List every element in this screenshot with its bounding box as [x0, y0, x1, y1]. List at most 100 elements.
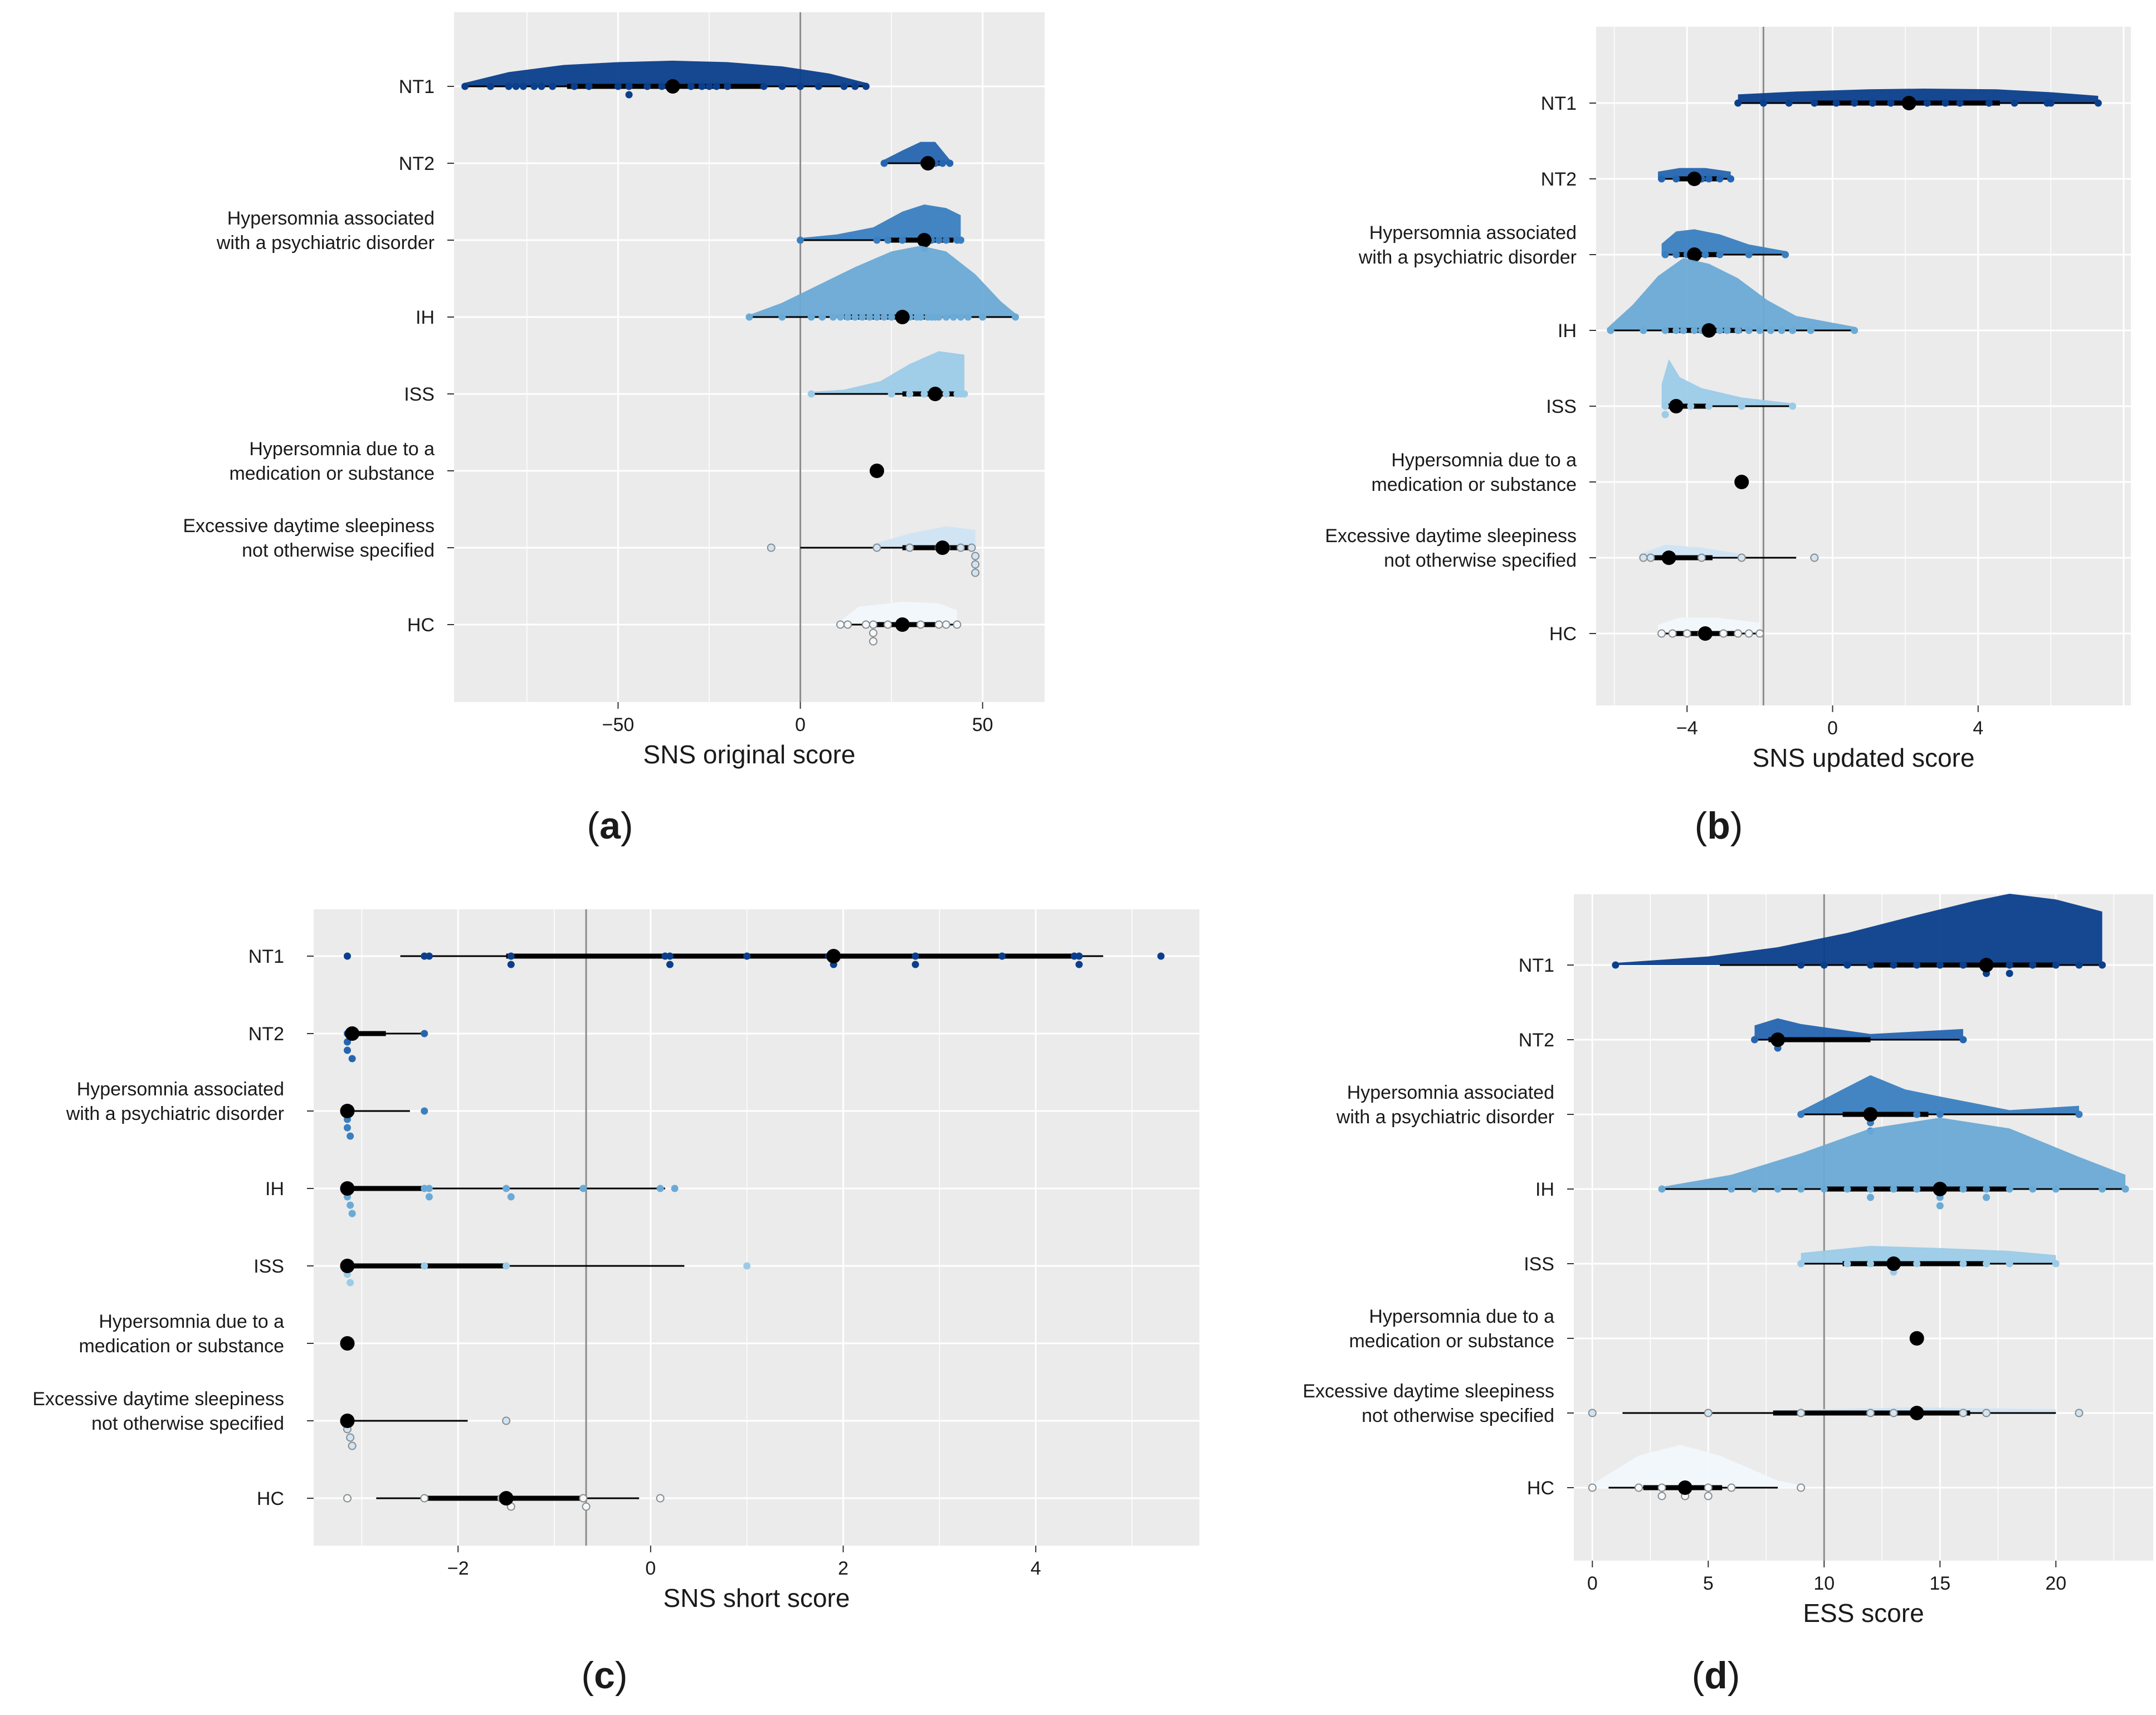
panel-a-x-axis-label: SNS original score — [643, 740, 856, 769]
panel-b-data-point — [1738, 402, 1745, 410]
panel-c-data-point — [1075, 952, 1083, 960]
panel-d-data-point — [2075, 1110, 2083, 1118]
panel-a-data-point — [1012, 313, 1020, 321]
panel-b-data-point — [1887, 99, 1895, 107]
panel-a-data-point — [698, 82, 706, 90]
panel-b-data-point — [1734, 629, 1743, 638]
panel-b-data-point — [1701, 251, 1709, 259]
panel-b-category-label: with a psychiatric disorder — [1358, 247, 1577, 268]
panel-d-x-axis-label: ESS score — [1803, 1599, 1924, 1628]
panel-a-data-point — [836, 620, 845, 629]
panel-b-data-point — [1705, 175, 1713, 183]
panel-c-data-point — [347, 1132, 354, 1140]
panel-c-category-label: with a psychiatric disorder — [66, 1103, 284, 1124]
panel-d-data-point — [1982, 1185, 1990, 1193]
panel-d-data-point — [1843, 961, 1851, 969]
panel-d-x-tick-label: 0 — [1587, 1573, 1598, 1594]
panel-d-data-point — [1797, 1185, 1805, 1193]
panel-c-median-point-nt1 — [826, 949, 841, 963]
panel-c-series-nt2 — [343, 1026, 428, 1063]
panel-b-category-label: NT2 — [1541, 169, 1577, 190]
panel-c-caption: (c) — [581, 1654, 627, 1697]
panel-b-data-point — [1923, 99, 1931, 107]
panel-a-data-point — [461, 82, 469, 90]
panel-d-data-point — [1913, 1185, 1921, 1193]
panel-d-data-point — [1843, 1185, 1851, 1193]
panel-a-data-point — [778, 313, 786, 321]
panel-d-series-hypersomnia-associated-with-a-psychiatric-disorder — [1797, 1075, 2083, 1135]
panel-a-data-point — [884, 620, 892, 629]
panel-c-data-point — [343, 1124, 351, 1132]
panel-b-x-tick-label: 0 — [1827, 718, 1838, 739]
panel-b-data-point — [1661, 251, 1669, 259]
panel-b-series-nt2 — [1658, 168, 1735, 186]
panel-d-data-point — [2121, 1185, 2129, 1193]
panel-d-data-point — [2006, 1260, 2013, 1268]
panel-d-data-point — [1959, 1260, 1967, 1268]
panel-d-median-point-nt1 — [1979, 958, 1994, 972]
panel-c-data-point — [743, 1262, 751, 1270]
panel-a-median-point-hc — [895, 617, 910, 632]
panel-a-data-point — [946, 159, 954, 167]
panel-d-category-label: with a psychiatric disorder — [1336, 1107, 1554, 1128]
panel-a-density-ih — [749, 246, 1016, 317]
panel-b-median-point-nt1 — [1901, 96, 1916, 110]
panel-a-data-point — [851, 82, 859, 90]
panel-d-category-label: not otherwise specified — [1362, 1405, 1554, 1426]
panel-a-data-point — [957, 313, 965, 321]
panel-d-data-point — [1658, 1185, 1666, 1193]
panel-a-data-point — [807, 313, 815, 321]
panel-c-series-excessive-daytime-sleepiness-not-otherwise-specified — [340, 1414, 511, 1450]
panel-a-data-point — [843, 620, 852, 629]
panel-a-density-hc — [840, 602, 957, 625]
panel-c-median-point-iss — [340, 1259, 355, 1273]
panel-c-data-point — [348, 1055, 356, 1063]
panel-d-density-nt2 — [1754, 1018, 1963, 1040]
panel-d-category-label: HC — [1527, 1478, 1554, 1499]
panel-b-data-point — [1657, 629, 1666, 638]
panel-c-series-nt1 — [343, 949, 1165, 968]
panel-a-data-point — [760, 82, 768, 90]
panel-a-data-point — [840, 82, 848, 90]
panel-b-data-point — [1778, 327, 1786, 334]
panel-b-data-point — [1756, 327, 1764, 334]
panel-a-data-point — [887, 390, 895, 398]
panel-b-data-point — [1672, 175, 1680, 183]
panel-a-density-nt1 — [465, 60, 866, 86]
panel-a-data-point — [979, 313, 987, 321]
panel-b-data-point — [1832, 99, 1840, 107]
panel-b-plot-background — [1596, 27, 2131, 705]
panel-d-data-point — [1866, 1260, 1874, 1268]
panel-a-data-point — [869, 620, 877, 629]
panel-b-category-label: medication or substance — [1371, 474, 1577, 495]
panel-c-data-point — [503, 1185, 510, 1192]
panel-d-median-point-excessive-daytime-sleepiness-not-otherwise-specified — [1909, 1406, 1924, 1420]
panel-b-data-point — [1682, 629, 1691, 638]
panel-b-data-point — [1697, 553, 1706, 562]
panel-b-category-label: Hypersomnia associated — [1369, 222, 1577, 243]
panel-c-data-point — [343, 1494, 352, 1503]
panel-d-data-point — [1866, 961, 1874, 969]
panel-d-data-point — [1913, 1110, 1921, 1118]
panel-d-data-point — [2098, 1185, 2106, 1193]
panel-c-series-hypersomnia-due-to-a-medication-or-substance — [340, 1336, 355, 1351]
panel-d-data-point — [1820, 961, 1828, 969]
panel-a-data-point — [505, 82, 513, 90]
panel-a-data-point — [873, 313, 881, 321]
panel-d-category-label: Hypersomnia due to a — [1369, 1306, 1554, 1327]
panel-d-data-point — [1843, 1260, 1851, 1268]
panel-a-data-point — [538, 82, 545, 90]
panel-a-median-point-ih — [895, 310, 910, 324]
panel-c-data-point — [911, 952, 919, 960]
panel-c-data-point — [507, 952, 515, 960]
panel-b-data-point — [1869, 99, 1876, 107]
panel-a-data-point — [887, 313, 895, 321]
panel-b-data-point — [1789, 402, 1797, 410]
panel-a-data-point — [866, 313, 874, 321]
panel-a-series-hypersomnia-due-to-a-medication-or-substance — [870, 464, 885, 478]
panel-b-category-label: Excessive daytime sleepiness — [1325, 525, 1577, 547]
panel-c-data-point — [656, 1185, 664, 1192]
panel-b-data-point — [1723, 327, 1731, 334]
panel-a-density-nt2 — [884, 142, 950, 163]
panel-b-category-label: Hypersomnia due to a — [1391, 450, 1577, 471]
